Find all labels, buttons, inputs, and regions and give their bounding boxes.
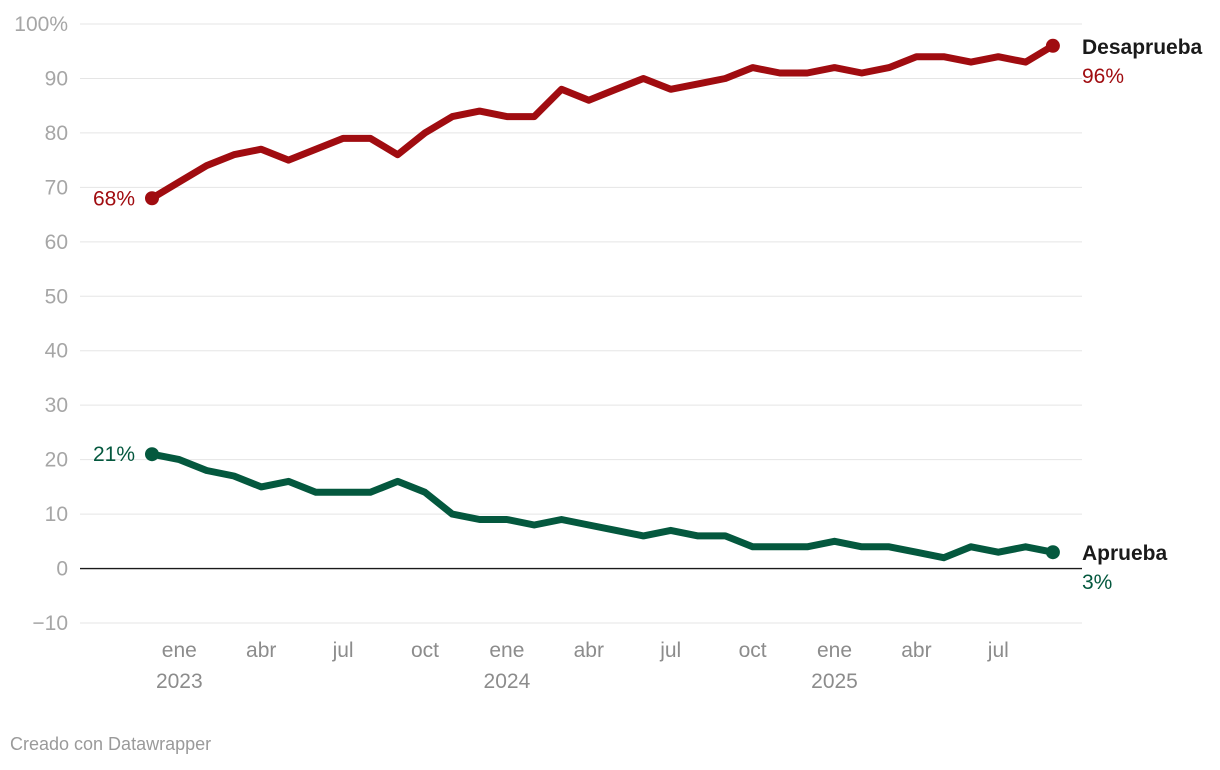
- y-tick-label: −10: [32, 612, 68, 635]
- end-point-aprueba: [1045, 545, 1060, 560]
- x-tick-label: ene: [817, 639, 852, 662]
- series-layer: [145, 38, 1060, 562]
- x-tick-year-label: 2023: [156, 670, 203, 693]
- end-value-label: 3%: [1082, 571, 1112, 594]
- end-value-label: 96%: [1082, 65, 1124, 88]
- x-tick-label: oct: [739, 639, 767, 662]
- x-tick-label: ene: [162, 639, 197, 662]
- y-tick-label: 20: [45, 449, 68, 472]
- x-tick-label: jul: [659, 639, 681, 662]
- series-name-label: Desaprueba: [1082, 36, 1203, 59]
- y-tick-label: 40: [45, 340, 68, 363]
- label-layer: 68% Desaprueba 96% 21% Aprueba 3%: [93, 36, 1203, 594]
- x-tick-label: jul: [987, 639, 1009, 662]
- grid-layer: [80, 23, 1082, 624]
- y-tick-label: 60: [45, 231, 68, 254]
- series-line-aprueba: [148, 450, 1057, 562]
- start-value-label: 68%: [93, 187, 135, 210]
- y-tick-label: 80: [45, 122, 68, 145]
- series-name-label: Aprueba: [1082, 542, 1168, 565]
- y-tick-label: 90: [45, 67, 68, 90]
- x-tick-label: abr: [901, 639, 931, 662]
- y-tick-label: 50: [45, 285, 68, 308]
- y-tick-label: 0: [56, 558, 68, 581]
- x-tick-year-label: 2025: [811, 670, 858, 693]
- start-value-label: 21%: [93, 443, 135, 466]
- series-line-desaprueba: [148, 42, 1057, 202]
- axis-layer: 100% 90 80 70 60 50 40 30 20 10 0 −10 ene 2023 abr jul o…: [14, 13, 1009, 693]
- x-tick-label: ene: [489, 639, 524, 662]
- x-tick-label: abr: [246, 639, 276, 662]
- x-tick-year-label: 2024: [484, 670, 531, 693]
- y-tick-label: 70: [45, 176, 68, 199]
- datawrapper-credit: Creado con Datawrapper: [10, 734, 212, 754]
- x-tick-label: jul: [332, 639, 354, 662]
- x-tick-label: oct: [411, 639, 439, 662]
- start-point-desaprueba: [145, 191, 159, 206]
- end-point-desaprueba: [1045, 38, 1060, 53]
- y-tick-label: 10: [45, 503, 68, 526]
- y-tick-label: 100%: [14, 13, 68, 36]
- x-tick-label: abr: [574, 639, 604, 662]
- start-point-aprueba: [145, 447, 159, 462]
- y-tick-label: 30: [45, 394, 68, 417]
